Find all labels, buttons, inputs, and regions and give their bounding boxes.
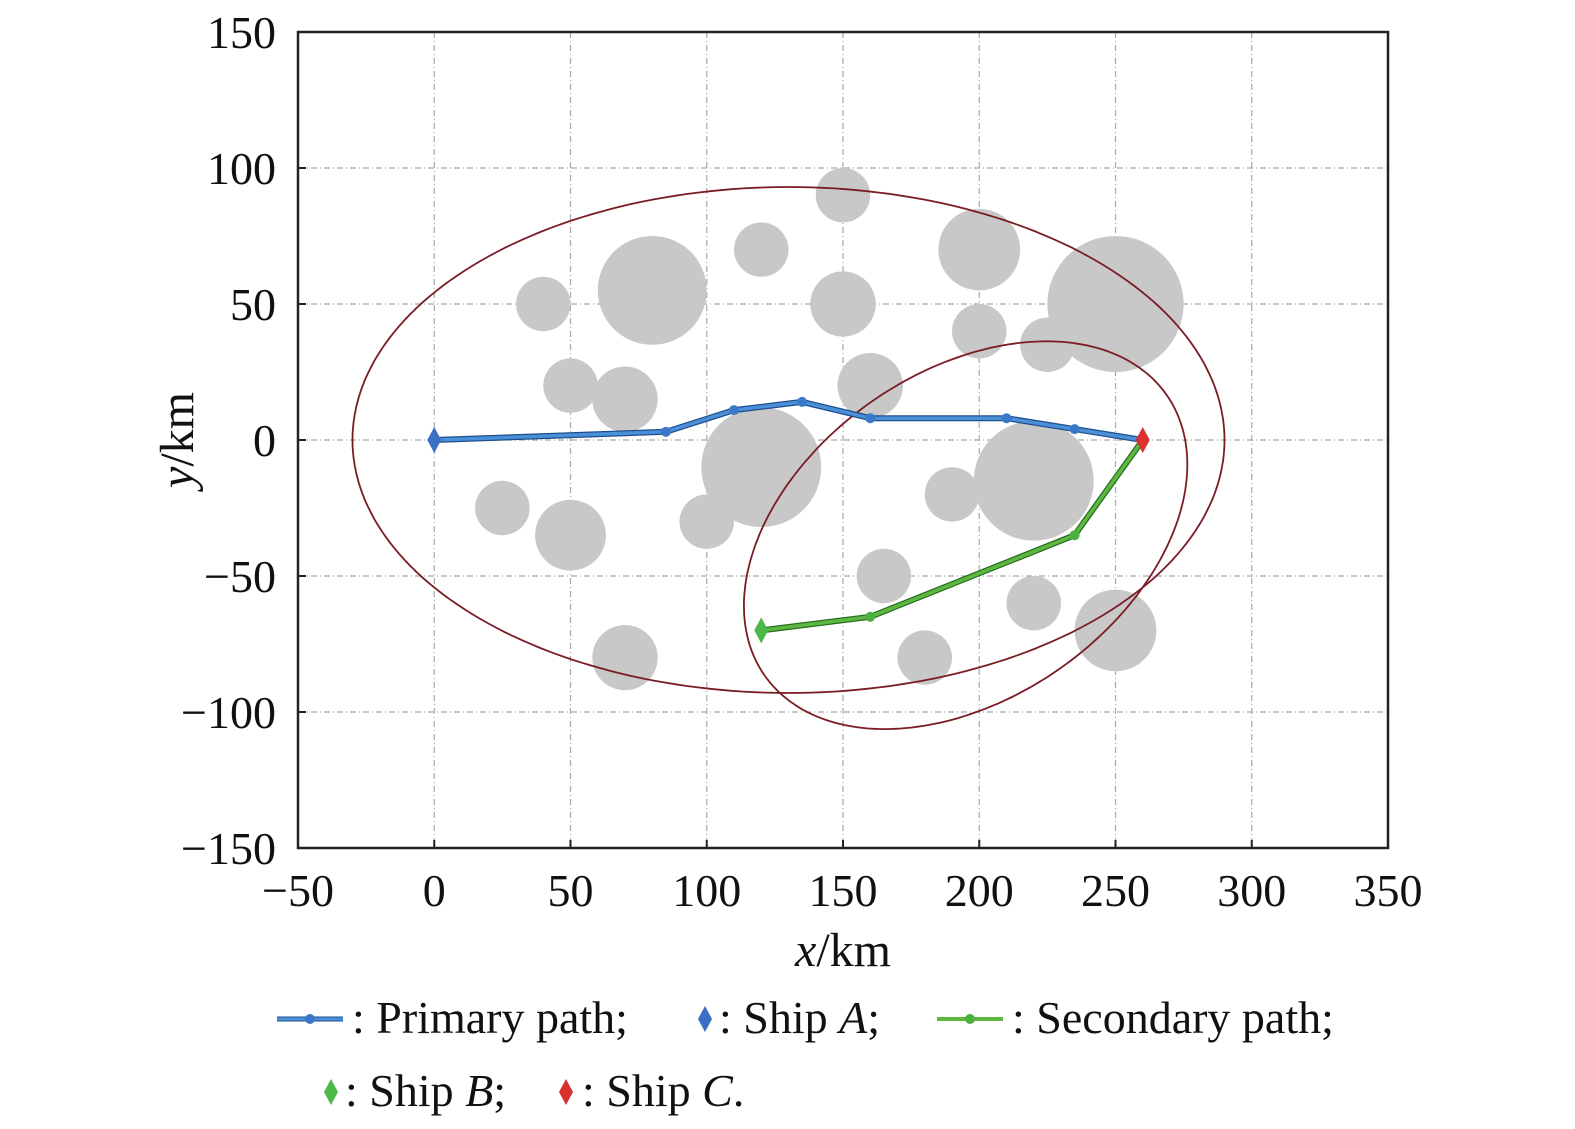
axis-ticks: −50 0 50 100 150 200 250 300 350 −150 −100 −50 0 50 10… xyxy=(181,7,1422,916)
x-tick-label: 300 xyxy=(1217,865,1286,916)
obstacle-circle xyxy=(1006,576,1061,631)
x-tick-label: −50 xyxy=(262,865,334,916)
x-tick-label: 350 xyxy=(1354,865,1423,916)
y-axis-unit: /km xyxy=(151,392,204,467)
ship-marker-a xyxy=(427,427,442,453)
x-tick-label: 50 xyxy=(548,865,594,916)
primary-path-point xyxy=(660,426,671,437)
legend-ship-b: : Ship B; xyxy=(324,1065,506,1116)
obstacle-circle xyxy=(938,208,1021,291)
legend-ship-a: : Ship A; xyxy=(698,992,880,1043)
obstacle-circle xyxy=(1074,589,1157,672)
paths xyxy=(429,396,1148,636)
ship-marker-c xyxy=(1135,427,1150,453)
obstacle-circle xyxy=(516,276,571,332)
y-tick-label: 150 xyxy=(207,7,276,58)
legend-ship-c-marker xyxy=(559,1079,573,1105)
y-tick-label: −150 xyxy=(181,823,276,874)
obstacle-circle xyxy=(815,168,871,223)
x-axis-unit: /km xyxy=(816,924,891,977)
legend-secondary: : Secondary path; xyxy=(937,992,1334,1043)
y-tick-label: 50 xyxy=(230,279,276,330)
legend-ship-b-label: : Ship B; xyxy=(345,1065,506,1116)
legend-ship-c: : Ship C. xyxy=(559,1065,744,1116)
primary-path-point xyxy=(797,396,808,407)
legend-ship-b-marker xyxy=(324,1079,338,1105)
obstacle-circle xyxy=(535,499,606,571)
y-axis-label: y/km xyxy=(151,392,204,493)
x-tick-label: 150 xyxy=(809,865,878,916)
primary-path-line xyxy=(434,400,1144,442)
obstacle-circle xyxy=(1047,236,1184,372)
secondary-path-line xyxy=(761,438,1145,633)
legend-secondary-marker xyxy=(965,1014,975,1024)
obstacle-circle xyxy=(592,624,658,691)
obstacle-circle xyxy=(597,236,707,345)
y-tick-label: 100 xyxy=(207,143,276,194)
y-axis-var: y xyxy=(151,466,204,493)
primary-path-point xyxy=(729,405,739,416)
primary-path-point xyxy=(1069,424,1080,435)
legend-ship-a-label: : Ship A; xyxy=(719,992,880,1043)
coverage-ellipse xyxy=(351,186,1226,694)
obstacle-circle xyxy=(475,480,530,536)
y-tick-label: 0 xyxy=(253,415,276,466)
x-axis-label: x/km xyxy=(794,924,891,977)
obstacle-circle xyxy=(701,407,822,528)
ship-marker-b xyxy=(754,617,769,644)
obstacle-circle xyxy=(924,467,980,522)
y-tick-label: −50 xyxy=(204,551,276,602)
obstacle-circle xyxy=(856,548,912,604)
ellipses xyxy=(351,186,1226,731)
obstacle-circle xyxy=(592,366,658,432)
secondary-path-point xyxy=(1069,530,1080,541)
legend-secondary-label: : Secondary path; xyxy=(1012,992,1334,1043)
x-tick-label: 250 xyxy=(1081,865,1150,916)
legend-ship-a-marker xyxy=(698,1006,712,1032)
obstacle-circle xyxy=(679,494,734,549)
legend: : Primary path; : Ship A; : Secondary pa… xyxy=(277,992,1334,1116)
legend-primary-marker xyxy=(305,1014,315,1024)
legend-primary-label: : Primary path; xyxy=(352,992,628,1043)
legend-ship-c-label: : Ship C. xyxy=(582,1065,744,1116)
obstacle-circle xyxy=(897,630,952,685)
x-tick-label: 0 xyxy=(423,865,446,916)
y-tick-label: −100 xyxy=(181,687,276,738)
ships xyxy=(427,427,1150,644)
x-axis-var: x xyxy=(794,924,816,977)
x-tick-label: 200 xyxy=(945,865,1014,916)
obstacle-circle xyxy=(810,271,876,337)
secondary-path-point xyxy=(865,611,876,622)
x-tick-label: 100 xyxy=(672,865,741,916)
obstacle-circle xyxy=(1020,317,1075,372)
primary-path-point xyxy=(865,413,876,424)
obstacles xyxy=(475,168,1184,691)
coverage-ellipse xyxy=(742,340,1189,731)
primary-path-point xyxy=(1001,413,1012,424)
obstacle-circle xyxy=(952,304,1007,359)
obstacle-circle xyxy=(973,420,1094,541)
legend-primary: : Primary path; xyxy=(277,992,628,1043)
obstacle-circle xyxy=(543,358,598,413)
obstacle-circle xyxy=(837,352,903,419)
obstacle-circle xyxy=(734,222,789,277)
